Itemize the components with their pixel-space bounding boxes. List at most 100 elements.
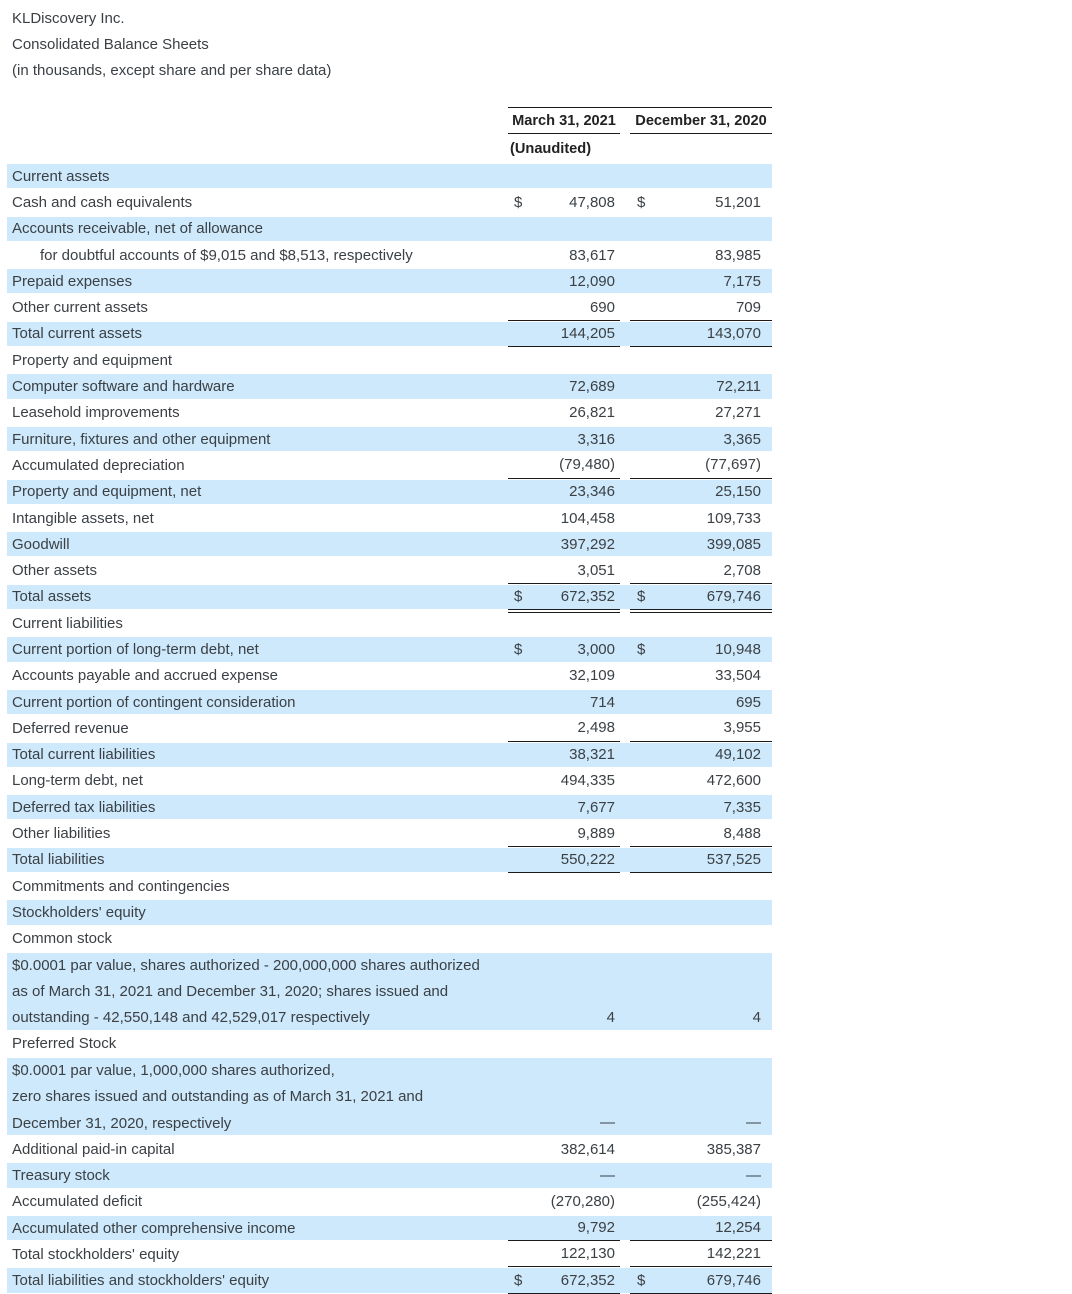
column-gap xyxy=(620,1267,630,1293)
cell-value: 38,321 xyxy=(569,746,615,764)
table-row: for doubtful accounts of $9,015 and $8,5… xyxy=(7,242,772,268)
value-cell: 12,254 xyxy=(630,1215,772,1242)
cell-value: 12,254 xyxy=(715,1219,761,1237)
row-label: Total liabilities and stockholders' equi… xyxy=(12,1272,270,1290)
column-gap xyxy=(620,294,630,320)
table-row: Computer software and hardware 72,689 72,2… xyxy=(7,373,772,400)
row-label: Commitments and contingencies xyxy=(12,877,230,895)
cell-value: 26,821 xyxy=(569,404,615,422)
column-gap xyxy=(620,216,630,242)
value-cell xyxy=(630,216,772,242)
row-label-line: zero shares issued and outstanding as of… xyxy=(12,1088,424,1106)
cell-value: (270,280) xyxy=(550,1193,615,1211)
currency-symbol: $ xyxy=(637,1271,646,1289)
value-cell xyxy=(508,873,620,899)
row-label: Accumulated deficit xyxy=(12,1193,143,1211)
currency-symbol: $ xyxy=(637,587,646,605)
cell-value: 27,271 xyxy=(715,404,761,422)
value-cell: 3,365 xyxy=(630,426,772,452)
cell-value: 109,733 xyxy=(706,509,761,527)
row-label: Long-term debt, net xyxy=(12,772,143,790)
row-label: Current assets xyxy=(12,167,110,185)
value-cell: 550,222 xyxy=(508,847,620,874)
column-gap xyxy=(620,347,630,373)
table-row: Total stockholders' equity 122,130 142,221 xyxy=(7,1241,772,1268)
table-row: $0.0001 par value, 1,000,000 shares auth… xyxy=(7,1057,772,1136)
row-label-line: as of March 31, 2021 and December 31, 20… xyxy=(12,983,449,1001)
value-cell xyxy=(630,610,772,636)
value-cell: 3,955 xyxy=(630,715,772,742)
value-cell: (270,280) xyxy=(508,1189,620,1215)
table-row: Accumulated depreciation (79,480) (77,697) xyxy=(7,452,772,479)
column-gap xyxy=(620,926,630,952)
currency-symbol: $ xyxy=(637,193,646,211)
document-header: KLDiscovery Inc. Consolidated Balance Sh… xyxy=(12,6,331,84)
column-gap xyxy=(620,584,630,610)
currency-symbol: $ xyxy=(514,1271,523,1289)
row-label: Current liabilities xyxy=(12,614,123,632)
value-cell: $679,746 xyxy=(630,1267,772,1294)
table-row: Total liabilities and stockholders' equi… xyxy=(7,1267,772,1294)
cell-value: (79,480) xyxy=(559,456,615,474)
table-row: Preferred Stock xyxy=(7,1031,772,1057)
table-row: Current portion of long-term debt, net $3… xyxy=(7,636,772,663)
row-label: Total stockholders' equity xyxy=(12,1245,180,1263)
cell-value: — xyxy=(600,1166,615,1184)
cell-value: 8,488 xyxy=(723,824,761,842)
cell-value: 7,335 xyxy=(723,798,761,816)
table-row: Goodwill 397,292 399,085 xyxy=(7,531,772,558)
table-row: Current assets xyxy=(7,163,772,190)
table-row: Total current assets 144,205 143,070 xyxy=(7,320,772,348)
cell-value: 385,387 xyxy=(706,1140,761,1158)
cell-value: 382,614 xyxy=(560,1140,615,1158)
table-row: Accumulated deficit (270,280) (255,424) xyxy=(7,1189,772,1215)
row-label: $0.0001 par value, 1,000,000 shares auth… xyxy=(7,1057,508,1136)
cell-value: — xyxy=(746,1166,761,1184)
cell-value: 3,365 xyxy=(723,430,761,448)
cell-value: 142,221 xyxy=(706,1245,761,1263)
column-header-december-31-2020: December 31, 2020 xyxy=(630,108,772,134)
cell-value: 695 xyxy=(735,693,761,711)
value-cell: 109,733 xyxy=(630,505,772,531)
cell-value: 49,102 xyxy=(715,746,761,764)
column-gap xyxy=(620,820,630,846)
row-label: Deferred revenue xyxy=(12,719,129,737)
value-cell: 472,600 xyxy=(630,768,772,794)
value-cell: 494,335 xyxy=(508,768,620,794)
table-row: Property and equipment, net 23,346 25,150 xyxy=(7,478,772,505)
value-cell: 23,346 xyxy=(508,479,620,505)
cell-value: 2,498 xyxy=(577,719,615,737)
table-row: $0.0001 par value, shares authorized - 2… xyxy=(7,951,772,1031)
column-gap xyxy=(620,899,630,925)
row-label: Total current liabilities xyxy=(12,746,156,764)
row-label: for doubtful accounts of $9,015 and $8,5… xyxy=(40,246,413,264)
cell-value: 83,617 xyxy=(569,246,615,264)
value-cell: 72,211 xyxy=(630,373,772,399)
value-cell xyxy=(630,1031,772,1057)
row-label: Total assets xyxy=(12,588,92,606)
value-cell: (79,480) xyxy=(508,452,620,479)
cell-value: 714 xyxy=(589,693,615,711)
table-row: Total current liabilities 38,321 49,102 xyxy=(7,741,772,768)
value-cell: 33,504 xyxy=(630,663,772,689)
cell-value: 23,346 xyxy=(569,483,615,501)
cell-value: 3,051 xyxy=(577,561,615,579)
page-note: (in thousands, except share and per shar… xyxy=(12,62,332,79)
value-cell: 27,271 xyxy=(630,400,772,426)
table-row: Property and equipment xyxy=(7,347,772,373)
row-label: Accounts receivable, net of allowance xyxy=(12,220,263,238)
table-header-row: March 31, 2021 December 31, 2020 xyxy=(7,107,772,134)
value-cell: 143,070 xyxy=(630,321,772,348)
value-cell: 385,387 xyxy=(630,1136,772,1162)
cell-value: 3,955 xyxy=(723,719,761,737)
value-cell: 49,102 xyxy=(630,742,772,768)
row-label: Leasehold improvements xyxy=(12,404,180,422)
row-label: Property and equipment, net xyxy=(12,483,202,501)
value-cell: 7,175 xyxy=(630,268,772,294)
value-cell: 122,130 xyxy=(508,1241,620,1268)
column-gap xyxy=(620,610,630,636)
row-label: Accounts payable and accrued expense xyxy=(12,667,279,685)
value-cell: 12,090 xyxy=(508,268,620,294)
value-cell: — xyxy=(508,1057,620,1136)
column-gap xyxy=(620,952,630,1031)
